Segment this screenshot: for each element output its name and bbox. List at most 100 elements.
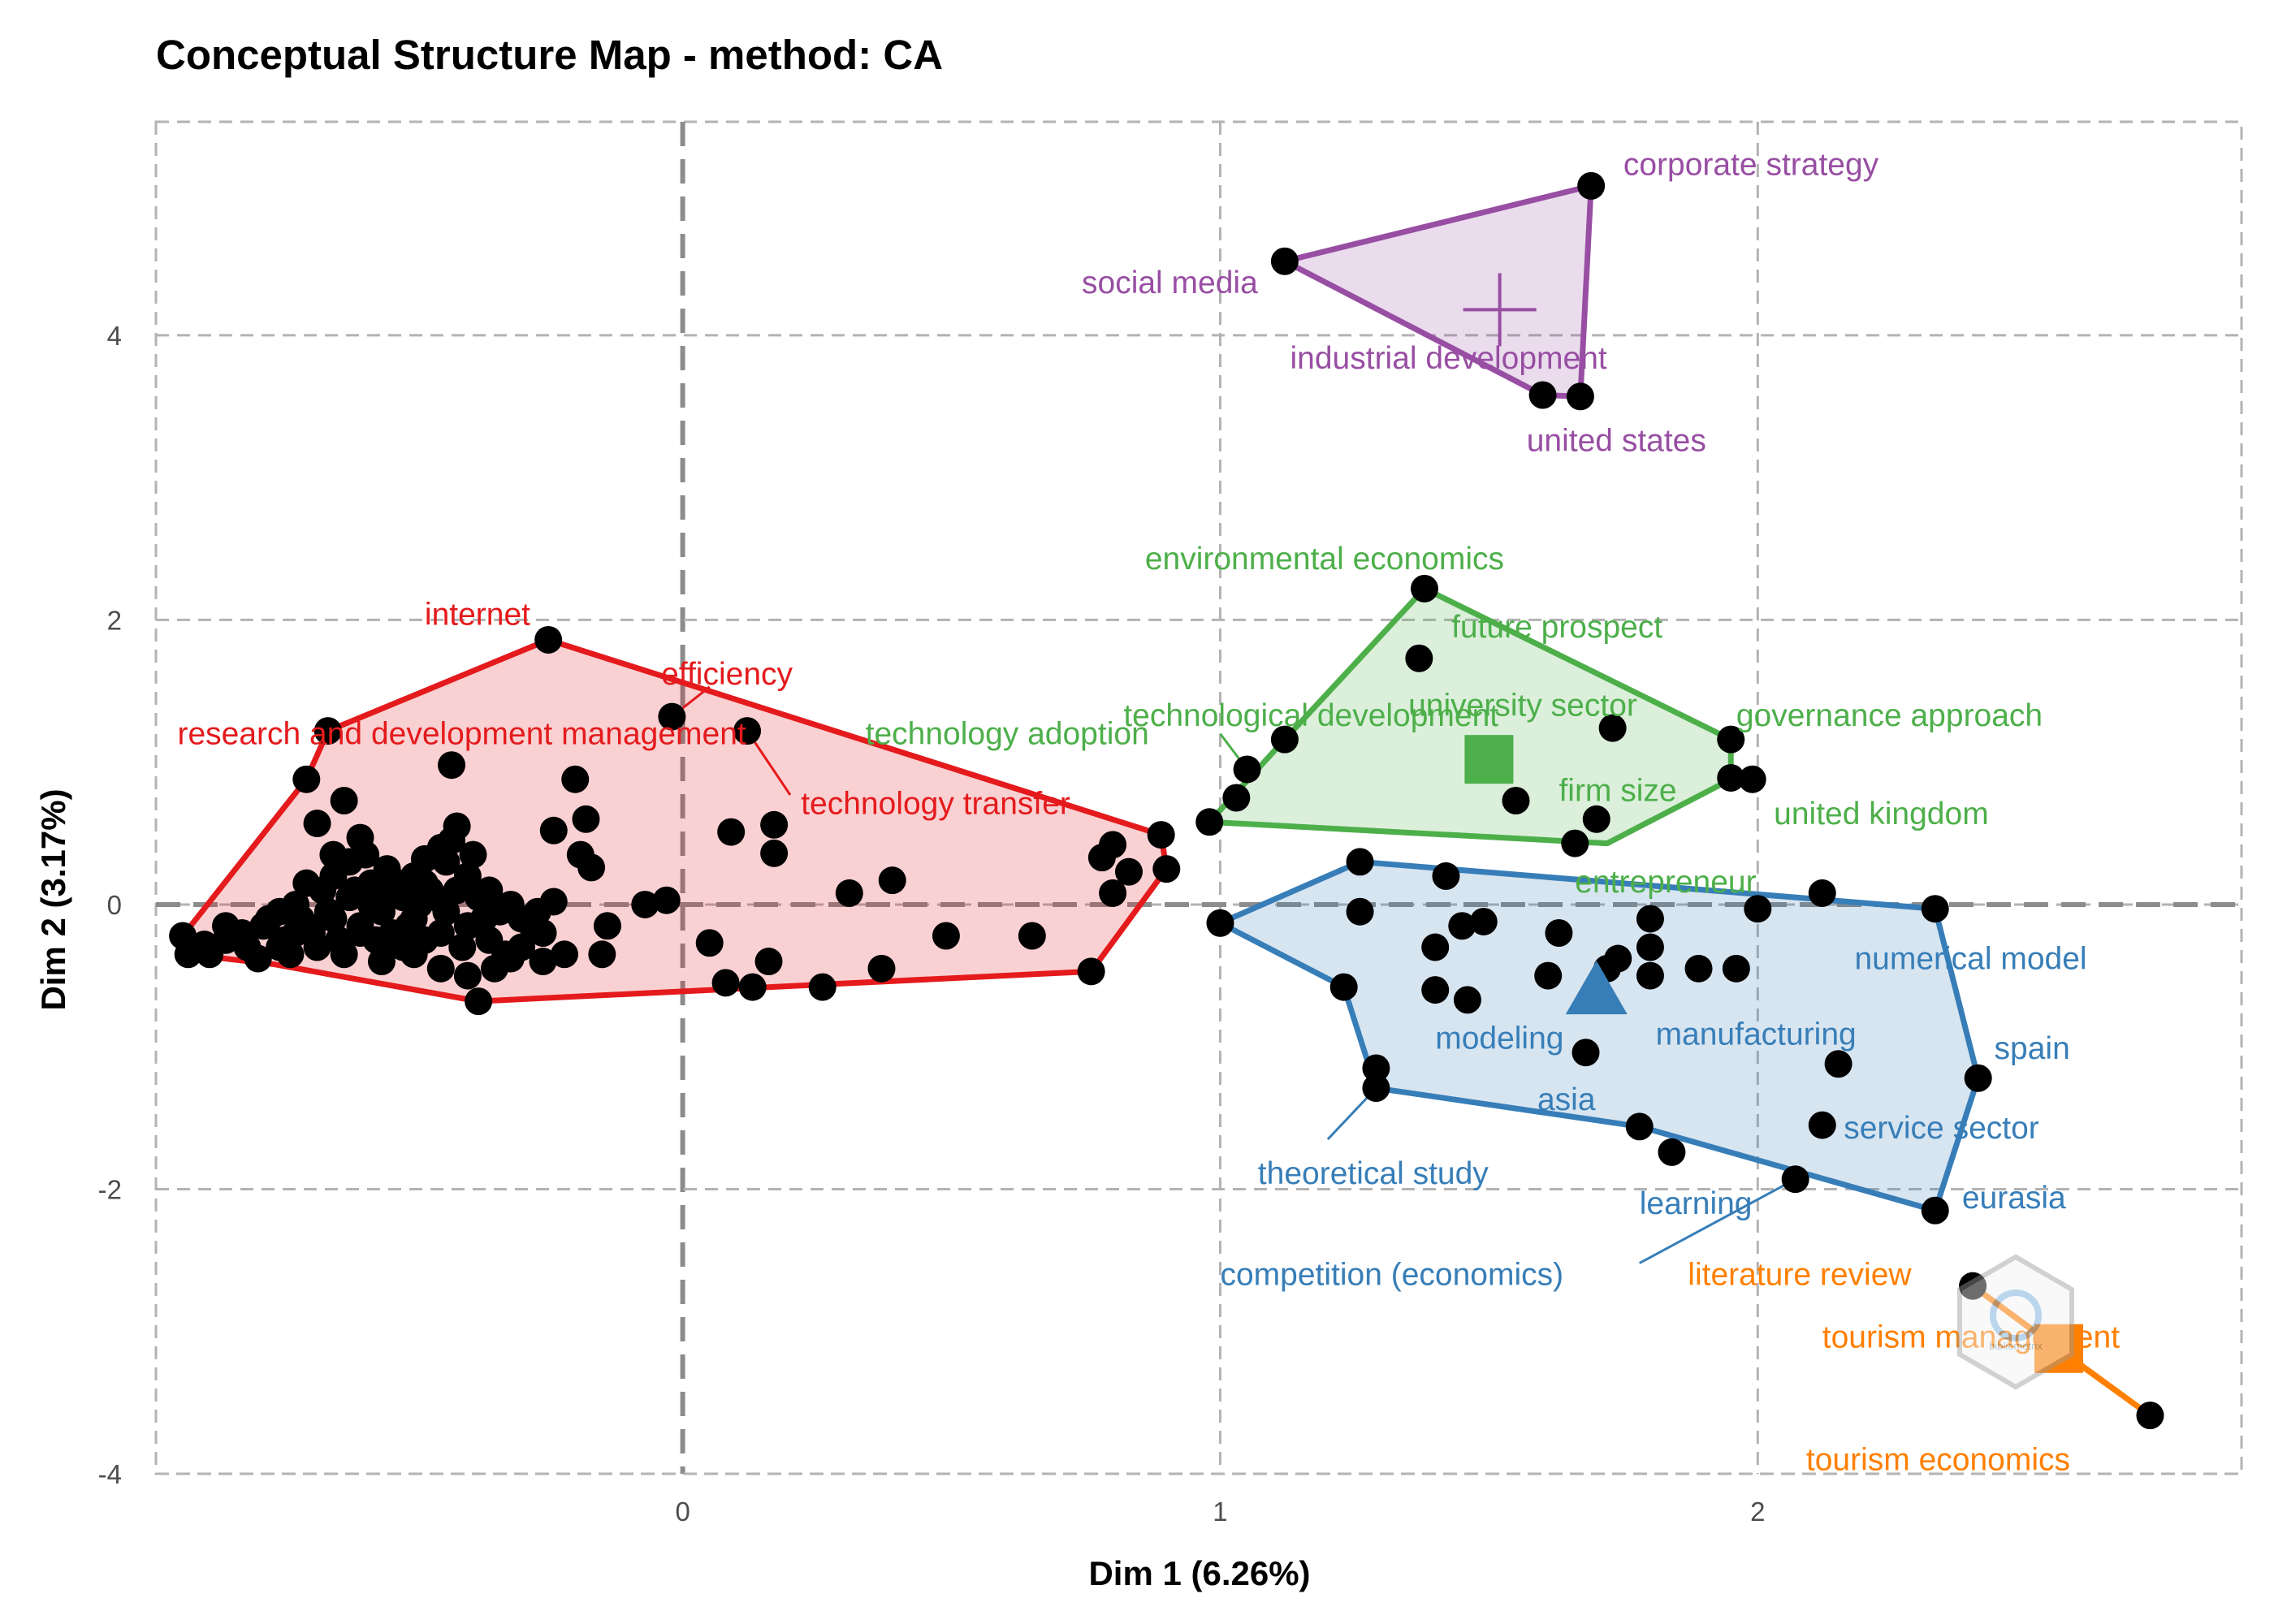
data-point	[1114, 857, 1143, 886]
point-label: technology transfer	[801, 787, 1070, 822]
data-point	[1346, 897, 1374, 926]
data-point	[1684, 954, 1713, 983]
data-point	[362, 926, 391, 954]
data-point	[233, 933, 262, 961]
point-label: numerical model	[1854, 942, 2086, 977]
data-point	[695, 929, 724, 957]
y-tick-label: -2	[98, 1174, 122, 1204]
data-point	[1018, 922, 1046, 950]
data-point	[1636, 961, 1664, 990]
data-point	[529, 948, 557, 976]
data-point	[1545, 919, 1573, 947]
point-label: technological development	[1123, 698, 1498, 733]
chart-title: Conceptual Structure Map - method: CA	[156, 32, 943, 78]
data-point	[330, 940, 358, 969]
data-point	[1738, 765, 1766, 793]
data-point	[1571, 1039, 1600, 1067]
point-label: internet	[425, 597, 530, 632]
data-point	[1077, 957, 1105, 986]
data-point	[1222, 784, 1251, 812]
data-point	[529, 919, 557, 947]
data-point	[297, 919, 326, 947]
data-point	[878, 866, 906, 895]
data-point	[1502, 787, 1530, 815]
point-label: efficiency	[661, 657, 793, 692]
cluster-centroid-square	[2034, 1324, 2083, 1373]
point-label: governance approach	[1736, 698, 2043, 733]
cluster-centroids	[1463, 273, 2083, 1373]
data-point	[389, 933, 417, 961]
data-point	[212, 912, 240, 940]
data-point	[1722, 954, 1750, 983]
data-point	[1410, 574, 1438, 603]
data-point	[1964, 1064, 1992, 1092]
point-label: industrial development	[1290, 341, 1607, 376]
data-point	[631, 890, 659, 918]
data-point	[1362, 1074, 1390, 1103]
data-point	[1577, 171, 1606, 200]
point-label: united kingdom	[1774, 797, 1989, 831]
point-label: literature review	[1688, 1258, 1912, 1293]
data-point	[432, 848, 460, 876]
data-point	[760, 810, 789, 839]
data-point	[465, 987, 493, 1016]
data-point	[405, 890, 434, 918]
data-point	[1329, 973, 1358, 1001]
data-point	[711, 969, 740, 997]
point-label: tourism management	[1822, 1320, 2120, 1355]
data-point	[395, 912, 423, 940]
x-tick-label: 2	[1750, 1497, 1765, 1527]
data-point	[2136, 1402, 2164, 1430]
data-point	[303, 810, 331, 838]
data-point	[588, 940, 616, 969]
data-point	[340, 876, 369, 905]
data-point	[1448, 912, 1476, 940]
point-label: united states	[1527, 424, 1706, 459]
data-point	[1717, 725, 1745, 754]
point-label: research and development management	[177, 717, 746, 752]
data-point	[577, 853, 606, 882]
data-point	[469, 905, 498, 933]
data-point	[426, 954, 455, 983]
data-point	[1808, 1111, 1836, 1139]
cluster-centroid-triangle	[1565, 961, 1628, 1015]
data-point	[1534, 961, 1563, 990]
data-point	[551, 940, 579, 969]
point-label: spain	[1995, 1031, 2070, 1066]
point-label: learning	[1640, 1186, 1753, 1221]
point-label: manufacturing	[1656, 1017, 1857, 1052]
y-axis-title: Dim 2 (3.17%)	[34, 788, 72, 1010]
data-point	[1432, 862, 1460, 890]
data-point	[1270, 247, 1299, 275]
data-point	[1636, 905, 1664, 933]
data-point	[738, 973, 767, 1001]
data-point	[330, 787, 358, 815]
point-label: firm size	[1559, 774, 1676, 809]
data-point	[523, 897, 551, 926]
y-tick-label: -4	[98, 1459, 122, 1489]
data-point	[313, 717, 342, 745]
point-labels: corporate strategy social media industrial…	[177, 148, 2120, 1478]
data-point	[1195, 808, 1224, 836]
data-point	[1717, 763, 1745, 792]
data-point	[383, 869, 412, 897]
point-label: technology adoption	[866, 717, 1149, 752]
point-label: corporate strategy	[1623, 148, 1879, 183]
point-label: tourism economics	[1806, 1442, 2070, 1477]
data-point	[1405, 644, 1433, 672]
data-point	[1921, 1196, 1949, 1224]
data-point	[426, 919, 455, 947]
data-point	[1421, 976, 1450, 1004]
point-label: service sector	[1844, 1111, 2039, 1146]
data-point	[1147, 821, 1175, 849]
data-point	[1808, 879, 1836, 907]
point-label: theoretical study	[1258, 1156, 1489, 1191]
data-point	[319, 840, 348, 869]
y-tick-label: 0	[107, 890, 122, 920]
data-point	[1346, 848, 1374, 876]
point-label: university sector	[1408, 689, 1637, 723]
data-point	[932, 922, 960, 950]
point-label: competition (economics)	[1220, 1258, 1563, 1293]
